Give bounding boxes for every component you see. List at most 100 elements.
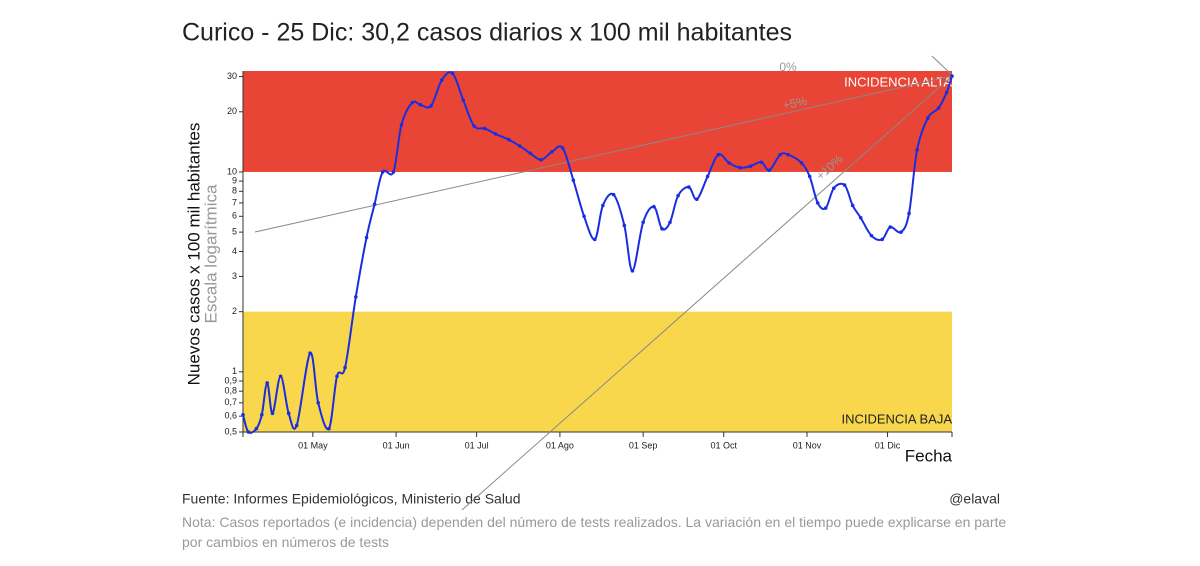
data-point xyxy=(472,124,476,128)
data-point xyxy=(343,365,347,370)
data-point xyxy=(630,269,635,273)
data-point xyxy=(461,98,466,102)
data-point xyxy=(907,211,911,216)
data-point xyxy=(528,151,533,156)
growth-line xyxy=(254,75,953,233)
chart-title: Curico - 25 Dic: 30,2 casos diarios x 10… xyxy=(182,19,792,47)
data-point xyxy=(807,174,812,179)
data-point xyxy=(888,225,893,229)
x-tick-label: 01 Nov xyxy=(793,440,822,450)
band-label: INCIDENCIA ALTA xyxy=(844,74,952,89)
data-point xyxy=(815,201,820,205)
data-point xyxy=(652,204,656,209)
data-point xyxy=(823,206,828,210)
data-point xyxy=(799,161,804,165)
data-point xyxy=(832,186,836,190)
y-tick-label: 8 xyxy=(232,186,237,196)
data-point xyxy=(241,412,245,417)
growth-label: 0% xyxy=(779,60,797,74)
data-point xyxy=(611,192,616,197)
source: Fuente: Informes Epidemiológicos, Minist… xyxy=(182,491,521,507)
data-point xyxy=(429,104,433,108)
data-point xyxy=(364,235,369,240)
y-tick-label: 7 xyxy=(232,197,237,207)
data-point xyxy=(705,174,710,179)
data-point xyxy=(278,374,283,379)
data-point xyxy=(517,144,522,148)
data-point xyxy=(286,411,291,416)
data-point xyxy=(507,137,511,142)
author: @elaval xyxy=(949,491,1000,507)
data-point xyxy=(915,148,919,152)
y-tick-label: 5 xyxy=(232,227,237,237)
data-point xyxy=(308,351,312,355)
data-point xyxy=(353,295,358,299)
x-tick-label: 01 Jul xyxy=(465,440,489,450)
data-point xyxy=(622,223,627,228)
data-point xyxy=(850,203,855,208)
data-point xyxy=(601,203,605,208)
data-point xyxy=(380,170,385,174)
data-point xyxy=(246,430,251,434)
data-point xyxy=(668,220,672,225)
y-tick-label: 0,7 xyxy=(224,397,237,407)
data-point xyxy=(254,426,259,431)
data-point xyxy=(759,160,764,164)
data-point xyxy=(899,230,903,234)
data-point xyxy=(660,226,664,231)
band-label: INCIDENCIA BAJA xyxy=(841,411,952,426)
data-point xyxy=(294,423,299,428)
y-tick-label: 20 xyxy=(227,106,237,116)
data-point xyxy=(944,90,949,95)
y-tick-label: 6 xyxy=(232,211,237,221)
x-axis-label: Fecha xyxy=(905,446,953,465)
y-tick-label: 0,5 xyxy=(224,426,237,436)
data-point xyxy=(582,214,586,219)
data-point xyxy=(327,426,331,431)
data-point xyxy=(641,220,645,225)
data-point xyxy=(593,237,597,242)
data-point xyxy=(493,132,498,136)
data-point xyxy=(687,185,691,189)
data-point xyxy=(335,374,339,379)
growth-line xyxy=(461,75,953,511)
x-tick-label: 01 Ago xyxy=(546,440,574,450)
data-point xyxy=(869,233,874,238)
growth-line xyxy=(931,55,953,76)
x-tick-label: 01 Oct xyxy=(710,440,737,450)
note-box: Nota: Casos reportados (e incidencia) de… xyxy=(182,514,1007,550)
data-point xyxy=(439,78,444,82)
y-tick-label: 2 xyxy=(232,306,237,316)
note: Nota: Casos reportados (e incidencia) de… xyxy=(182,514,1007,550)
data-point xyxy=(399,123,404,127)
y-tick-label: 3 xyxy=(232,271,237,281)
data-point xyxy=(265,381,269,385)
data-point xyxy=(842,183,847,187)
data-point xyxy=(858,215,863,220)
data-point xyxy=(738,165,742,170)
y-tick-label: 0,6 xyxy=(224,411,237,421)
x-tick-label: 01 May xyxy=(298,440,328,450)
y-tick-label: 9 xyxy=(232,175,237,185)
data-point xyxy=(372,202,377,206)
data-point xyxy=(926,116,930,120)
data-point xyxy=(270,411,275,416)
data-point xyxy=(550,150,554,154)
x-tick-label: 01 Jun xyxy=(383,440,410,450)
data-point xyxy=(482,126,487,131)
data-point xyxy=(259,412,264,417)
data-point xyxy=(716,152,721,157)
data-point xyxy=(880,237,884,242)
y-axis-label: Nuevos casos x 100 mil habitantes xyxy=(184,123,203,386)
data-point xyxy=(418,102,423,107)
data-point xyxy=(748,164,753,168)
y-tick-label: 4 xyxy=(232,246,237,256)
y-tick-label: 0,8 xyxy=(224,386,237,396)
data-point xyxy=(767,168,772,173)
data-point xyxy=(316,400,320,405)
band xyxy=(243,311,952,432)
data-point xyxy=(391,170,396,174)
data-point xyxy=(539,158,543,162)
data-point xyxy=(450,71,455,75)
